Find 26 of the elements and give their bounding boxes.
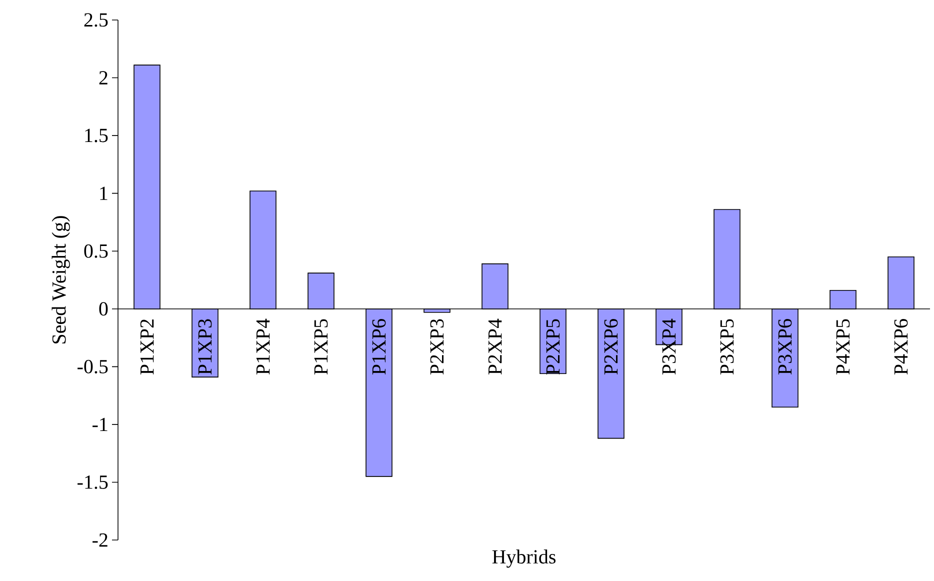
y-tick-label: 2.5 (84, 13, 108, 27)
y-tick-label: -1.5 (78, 475, 108, 489)
y-tick-label: 1 (100, 186, 108, 200)
y-axis-title: Seed Weight (g) (52, 216, 70, 344)
x-tick-label: P1XP2 (140, 320, 154, 375)
x-tick-label: P1XP5 (314, 319, 328, 375)
x-axis-title: Hybrids (492, 550, 556, 568)
y-tick-label: -2 (92, 533, 108, 547)
x-tick-label: P2XP5 (546, 319, 560, 375)
x-tick-label: P4XP6 (894, 319, 908, 375)
y-tick-label: 2 (99, 71, 108, 84)
y-tick-label: 0.5 (84, 244, 108, 258)
y-tick-label: -0.5 (78, 360, 108, 374)
y-tick-label: 1.5 (85, 128, 108, 142)
x-tick-label: P2XP6 (604, 319, 618, 375)
y-tick-label: 0 (99, 302, 108, 316)
x-tick-label: P2XP3 (430, 319, 444, 375)
x-tick-label: P1XP3 (198, 319, 212, 375)
x-tick-label: P2XP4 (488, 318, 502, 375)
x-tick-label: P3XP5 (720, 319, 734, 375)
x-tick-label: P1XP4 (256, 318, 270, 375)
x-tick-label: P3XP6 (778, 319, 792, 375)
y-tick-label: -1 (92, 418, 108, 432)
x-tick-label: P1XP6 (372, 319, 386, 375)
x-tick-label: P3XP4 (662, 318, 676, 375)
x-tick-label: P4XP5 (836, 319, 850, 375)
